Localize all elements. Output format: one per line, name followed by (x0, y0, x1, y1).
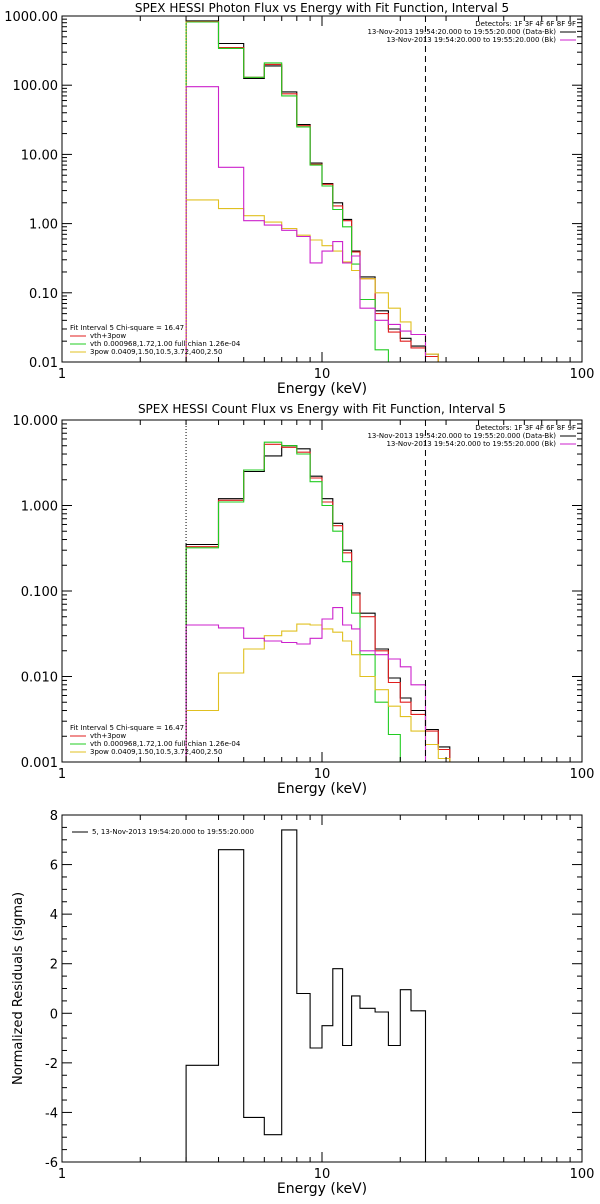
y-tick-label: 100.00 (13, 79, 59, 94)
y-tick-label: -6 (45, 1156, 58, 1171)
legend-data-bk: 13-Nov-2013 19:54:20.000 to 19:55:20.000… (367, 28, 556, 36)
legend-bk: 13-Nov-2013 19:54:20.000 to 19:55:20.000… (386, 36, 556, 44)
y-tick-label: 0.100 (21, 585, 58, 600)
series-line-4 (185, 607, 427, 762)
y-tick-label: 4 (50, 908, 58, 923)
x-tick-label: 100 (570, 767, 595, 782)
x-axis-label: Energy (keV) (277, 381, 367, 397)
detectors-label: Detectors: 1F 3F 4F 6F 8F 9F (475, 424, 576, 432)
y-tick-label: -2 (45, 1057, 58, 1072)
panel-1: SPEX HESSI Photon Flux vs Energy with Fi… (4, 1, 595, 397)
y-tick-label: 10.00 (21, 148, 58, 163)
y-tick-label: 0.10 (29, 287, 58, 302)
panel-3: 1 10 100 Energy (keV) -6 -4 -2 0 2 4 6 8 Normalized … (11, 809, 594, 1197)
x-tick-label: 1 (58, 1167, 66, 1182)
y-tick-label: 2 (50, 958, 58, 973)
plot-frame (61, 419, 583, 763)
y-tick-label: 0.010 (21, 671, 58, 686)
plot-frame (61, 15, 583, 363)
panel-title: SPEX HESSI Count Flux vs Energy with Fit… (138, 402, 506, 416)
y-tick-label: -4 (45, 1106, 58, 1121)
y-tick-label: 0.001 (21, 756, 58, 771)
fit-legend-entry: vth 0.000968,1.72,1.00 full chian 1.26e-… (90, 740, 241, 748)
series-line-1 (185, 443, 451, 762)
y-tick-label: 1.000 (21, 500, 58, 515)
x-tick-label: 10 (314, 1167, 331, 1182)
fit-legend-entry: vth+3pow (90, 332, 126, 340)
fit-legend-entry: vth+3pow (90, 732, 126, 740)
fit-legend-entry: vth 0.000968,1.72,1.00 full chian 1.26e-… (90, 340, 241, 348)
panel-2: SPEX HESSI Count Flux vs Energy with Fit… (13, 402, 595, 797)
detectors-label: Detectors: 1F 3F 4F 6F 8F 9F (475, 20, 576, 28)
x-tick-label: 1 (58, 767, 66, 782)
y-tick-label: 0 (50, 1007, 58, 1022)
x-tick-label: 100 (570, 367, 595, 382)
series-group (185, 20, 439, 362)
x-tick-label: 100 (570, 1167, 595, 1182)
y-tick-label: 1000.00 (4, 10, 58, 25)
series-line-0 (185, 829, 427, 1162)
series-line-3 (185, 199, 439, 362)
plot-frame (61, 814, 583, 1163)
series-line-4 (185, 86, 427, 362)
y-tick-label: 6 (50, 859, 58, 874)
series-line-2 (185, 441, 401, 762)
series-line-0 (185, 20, 439, 362)
fit-legend-entry: 3pow 0.0409,1.50,10.5,3.72,400,2.50 (90, 348, 222, 356)
y-tick-label: 1.00 (29, 218, 58, 233)
panel-title: SPEX HESSI Photon Flux vs Energy with Fi… (135, 1, 509, 15)
y-axis-label: Normalized Residuals (sigma) (11, 892, 26, 1085)
series-group (185, 441, 451, 762)
x-tick-label: 10 (314, 367, 331, 382)
y-tick-label: 8 (50, 809, 58, 824)
x-axis-label: Energy (keV) (277, 1181, 367, 1197)
series-line-2 (185, 21, 389, 362)
y-tick-label: 10.000 (13, 414, 59, 429)
residual-legend: 5, 13-Nov-2013 19:54:20.000 to 19:55:20.… (92, 828, 254, 836)
y-tick-label: 0.01 (29, 356, 58, 371)
x-axis-label: Energy (keV) (277, 781, 367, 797)
fit-legend-header: Fit Interval 5 Chi-square = 16.47 (70, 724, 184, 732)
legend-bk: 13-Nov-2013 19:54:20.000 to 19:55:20.000… (386, 440, 556, 448)
series-line-0 (185, 445, 451, 762)
x-tick-label: 10 (314, 767, 331, 782)
fit-legend-entry: 3pow 0.0409,1.50,10.5,3.72,400,2.50 (90, 748, 222, 756)
x-tick-label: 1 (58, 367, 66, 382)
series-line-3 (185, 623, 451, 762)
series-group (185, 829, 427, 1162)
fit-legend-header: Fit Interval 5 Chi-square = 16.47 (70, 324, 184, 332)
legend-data-bk: 13-Nov-2013 19:54:20.000 to 19:55:20.000… (367, 432, 556, 440)
